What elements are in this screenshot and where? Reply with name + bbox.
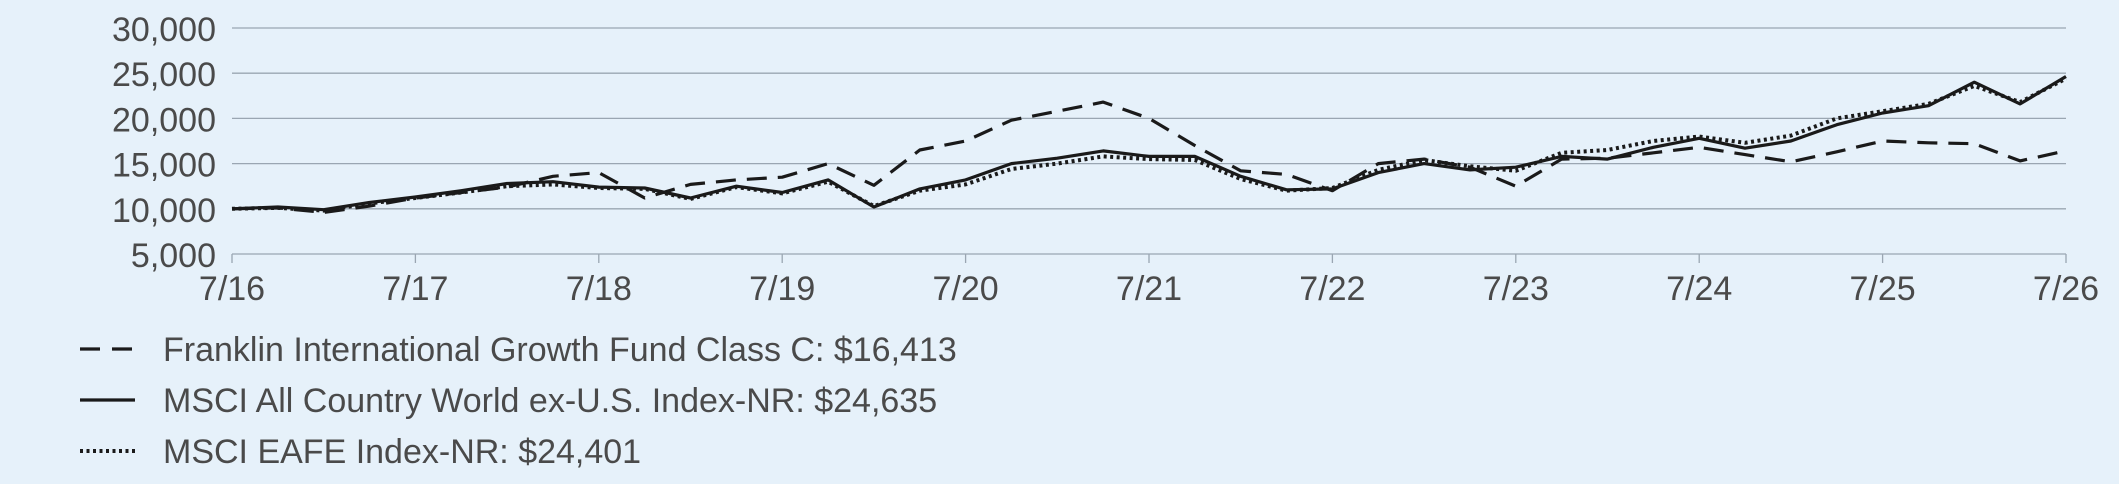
y-tick-label: 5,000	[131, 237, 216, 275]
x-tick-label: 7/26	[2033, 270, 2099, 308]
y-tick-label: 30,000	[112, 11, 216, 49]
series-layer	[231, 75, 2067, 214]
x-tick-label: 7/19	[749, 270, 815, 308]
legend-label: MSCI EAFE Index-NR: $24,401	[163, 433, 641, 471]
series-line-dotted	[231, 76, 2067, 213]
x-tick-label: 7/25	[1850, 270, 1916, 308]
x-tick-label: 7/18	[566, 270, 632, 308]
y-tick-label: 20,000	[112, 101, 216, 139]
axis-layer: 5,000 10,000 15,000 20,000 25,000 30,000 7/16 7…	[112, 11, 2099, 308]
y-tick-label: 15,000	[112, 147, 216, 185]
y-tick-label: 25,000	[112, 56, 216, 94]
legend-label: Franklin International Growth Fund Class…	[163, 331, 957, 369]
x-tick-label: 7/23	[1483, 270, 1549, 308]
series-line-solid	[231, 75, 2067, 212]
legend-label: MSCI All Country World ex-U.S. Index-NR:…	[163, 382, 937, 420]
legend: Franklin International Growth Fund Class…	[80, 331, 957, 471]
x-tick-label: 7/24	[1666, 270, 1732, 308]
grid-layer	[232, 27, 2066, 255]
x-tick-label: 7/22	[1299, 270, 1365, 308]
x-tick-label: 7/20	[933, 270, 999, 308]
x-tick-label: 7/16	[199, 270, 265, 308]
x-tick-label: 7/17	[382, 270, 448, 308]
y-tick-label: 10,000	[112, 192, 216, 230]
x-tick-label: 7/21	[1116, 270, 1182, 308]
